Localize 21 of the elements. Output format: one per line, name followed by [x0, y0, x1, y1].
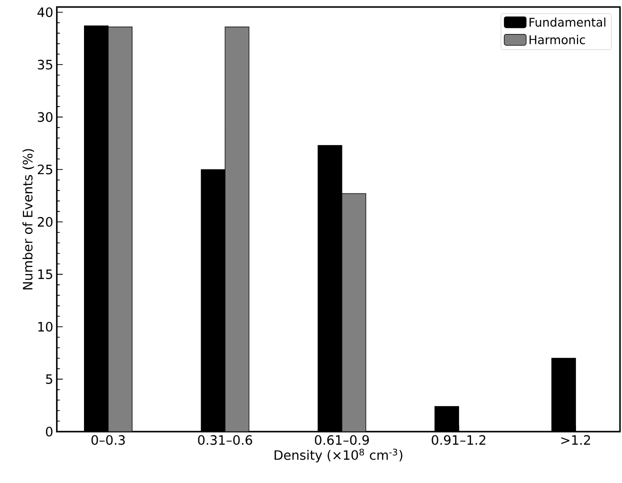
y-tick-label: 20	[38, 216, 52, 227]
y-tick-label: 0	[46, 426, 52, 436]
legend-label: Fundamental	[530, 17, 606, 27]
y-tick-label: 30	[38, 112, 52, 122]
y-tick-label: 25	[38, 164, 52, 174]
x-tick-label: >1.2	[561, 434, 590, 444]
y-tick-label: 15	[38, 269, 52, 279]
bar	[224, 26, 250, 432]
x-tick-label: 0.91–1.2	[432, 434, 486, 445]
bar	[108, 26, 132, 432]
x-tick-label: 0.61–0.9	[314, 434, 369, 445]
y-tick-label: 5	[46, 374, 52, 384]
y-tick-label: 10	[38, 322, 52, 332]
x-tick-label: 0–0.3	[91, 434, 125, 445]
legend-label: Harmonic	[530, 34, 585, 44]
bar	[342, 193, 366, 432]
y-axis-title: Number of Events (%)	[22, 148, 34, 290]
y-tick-label: 35	[38, 60, 52, 70]
x-tick-label: 0.31–0.6	[198, 434, 252, 445]
x-axis-title: Density (×10$^{8}$ cm$^{-3}$)	[274, 448, 402, 462]
y-tick-label: 40	[38, 7, 52, 17]
